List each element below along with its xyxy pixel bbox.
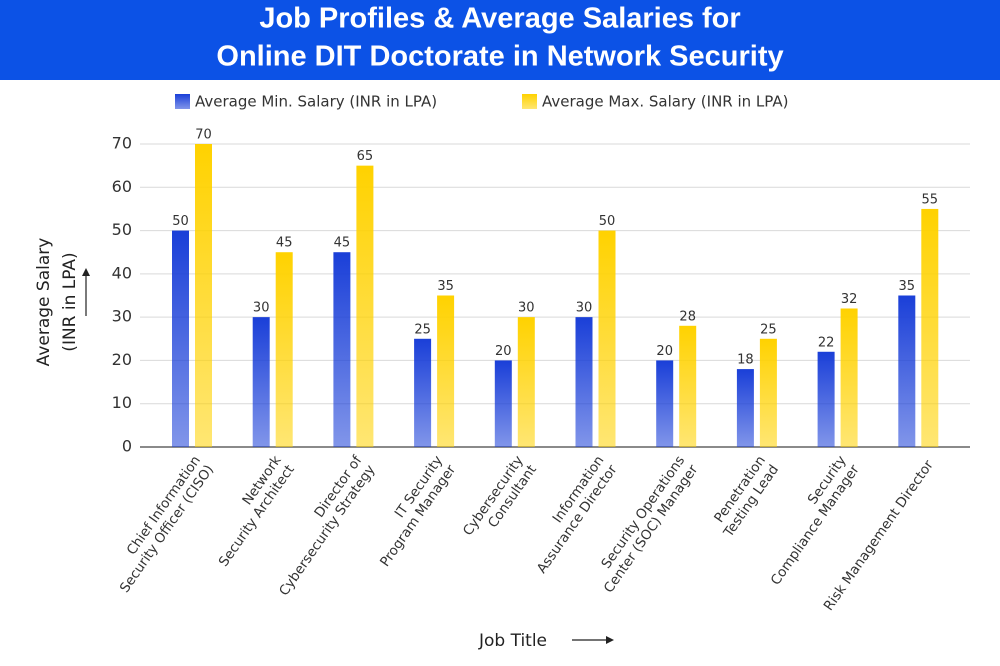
bar — [598, 230, 616, 447]
bar — [921, 208, 939, 447]
data-label: 22 — [818, 335, 835, 350]
y-tick-label: 70 — [112, 134, 132, 153]
bar — [575, 317, 593, 447]
data-label: 70 — [195, 128, 212, 143]
data-label: 45 — [276, 236, 293, 251]
bar — [679, 325, 697, 447]
bar — [817, 351, 835, 447]
bar — [517, 317, 535, 447]
bar — [356, 165, 374, 447]
title-band — [0, 0, 1000, 80]
data-label: 50 — [172, 214, 189, 229]
y-tick-label: 0 — [122, 437, 132, 456]
y-axis-title: Average Salary — [34, 238, 54, 367]
data-label: 20 — [656, 344, 673, 359]
x-tick-label: Cybersecurity Strategy — [276, 462, 379, 599]
legend-swatch — [522, 94, 537, 109]
axis-arrow — [82, 268, 90, 276]
axis-arrow — [606, 636, 614, 644]
x-tick-label: Security Officer (CISO) — [117, 462, 217, 596]
bar — [736, 369, 754, 447]
bar — [333, 252, 351, 447]
bar — [275, 252, 293, 447]
bar — [252, 317, 270, 447]
data-label: 65 — [357, 149, 374, 164]
data-label: 45 — [334, 236, 351, 251]
data-label: 25 — [760, 322, 777, 337]
x-tick-label: Center (SOC) Manager — [601, 462, 702, 596]
data-label: 25 — [414, 322, 431, 337]
data-label: 28 — [679, 309, 696, 324]
bar — [759, 338, 777, 447]
data-label: 20 — [495, 344, 512, 359]
legend-swatch — [175, 94, 190, 109]
y-tick-label: 40 — [112, 263, 132, 282]
y-tick-label: 30 — [112, 307, 132, 326]
chart-title: Online DIT Doctorate in Network Security — [216, 41, 783, 73]
chart-title: Job Profiles & Average Salaries for — [259, 3, 740, 35]
data-label: 50 — [599, 214, 616, 229]
y-axis-title: (INR in LPA) — [60, 252, 80, 351]
data-label: 55 — [922, 192, 939, 207]
x-axis-title: Job Title — [478, 631, 547, 651]
bar — [494, 360, 512, 447]
bar — [195, 144, 212, 447]
bar — [414, 338, 432, 447]
data-label: 35 — [899, 279, 916, 294]
data-label: 30 — [253, 301, 270, 316]
y-tick-label: 20 — [112, 350, 132, 369]
data-label: 18 — [737, 353, 754, 368]
y-tick-label: 10 — [112, 393, 132, 412]
y-tick-label: 50 — [112, 220, 132, 239]
bar — [172, 230, 189, 447]
bar — [840, 308, 858, 447]
legend-label: Average Min. Salary (INR in LPA) — [195, 93, 437, 111]
data-label: 30 — [576, 301, 593, 316]
legend-label: Average Max. Salary (INR in LPA) — [542, 93, 788, 111]
data-label: 30 — [518, 301, 535, 316]
bar — [898, 295, 916, 447]
y-tick-label: 60 — [112, 177, 132, 196]
data-label: 35 — [437, 279, 454, 294]
bar — [656, 360, 674, 447]
bar — [437, 295, 455, 447]
data-label: 32 — [841, 292, 858, 307]
